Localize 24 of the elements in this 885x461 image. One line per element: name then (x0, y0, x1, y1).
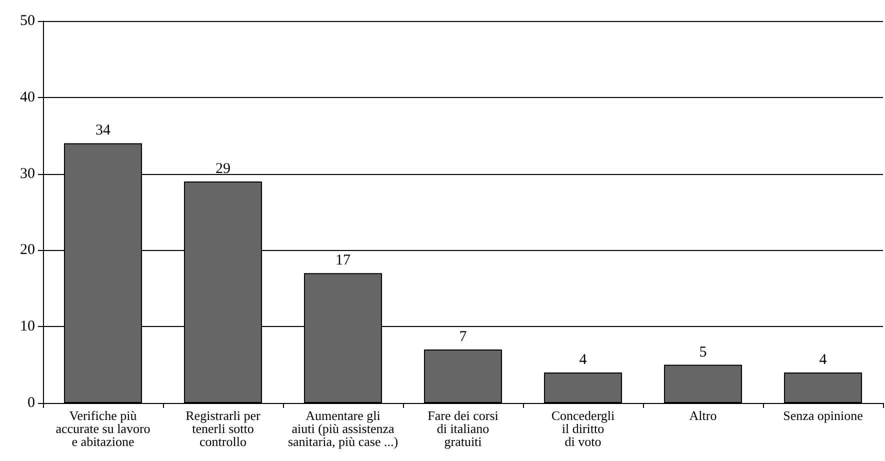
data-label: 29 (216, 160, 230, 177)
y-tick-label: 20 (20, 242, 35, 258)
y-tick-label: 50 (20, 13, 35, 29)
bar (664, 364, 742, 403)
data-label: 7 (459, 329, 468, 346)
x-tick-label: Verifiche più accurate su lavoro e abitazione (56, 408, 150, 449)
bar (544, 372, 622, 403)
data-label: 4 (819, 352, 828, 368)
y-tick-label: 40 (20, 89, 35, 106)
data-label: 4 (579, 352, 588, 368)
x-tick-label: Senza opinione (783, 408, 864, 423)
data-label: 34 (96, 122, 111, 139)
x-tick-label: Fare dei corsi di italiano gratuiti (428, 408, 499, 449)
bar (784, 372, 862, 403)
y-tick-label: 30 (20, 166, 35, 182)
x-tick-label: Registrarli per tenerli sotto controllo (186, 408, 262, 449)
x-tick-label: Concedergli il diritto di voto (551, 408, 616, 449)
y-tick-label: 10 (20, 318, 35, 335)
x-tick-label: Altro (689, 408, 717, 423)
x-tick-label: Aumentare gli aiuti (più assistenza sanitaria, più case ...) (288, 408, 398, 449)
data-label: 17 (336, 252, 351, 269)
bar (424, 350, 502, 403)
y-tick-label: 0 (28, 395, 35, 411)
data-label: 5 (699, 344, 707, 360)
